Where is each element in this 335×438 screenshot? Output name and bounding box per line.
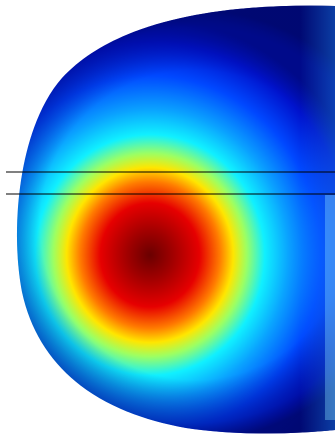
inner-edge-strip: [325, 195, 335, 420]
right-edge-band: [300, 5, 335, 434]
